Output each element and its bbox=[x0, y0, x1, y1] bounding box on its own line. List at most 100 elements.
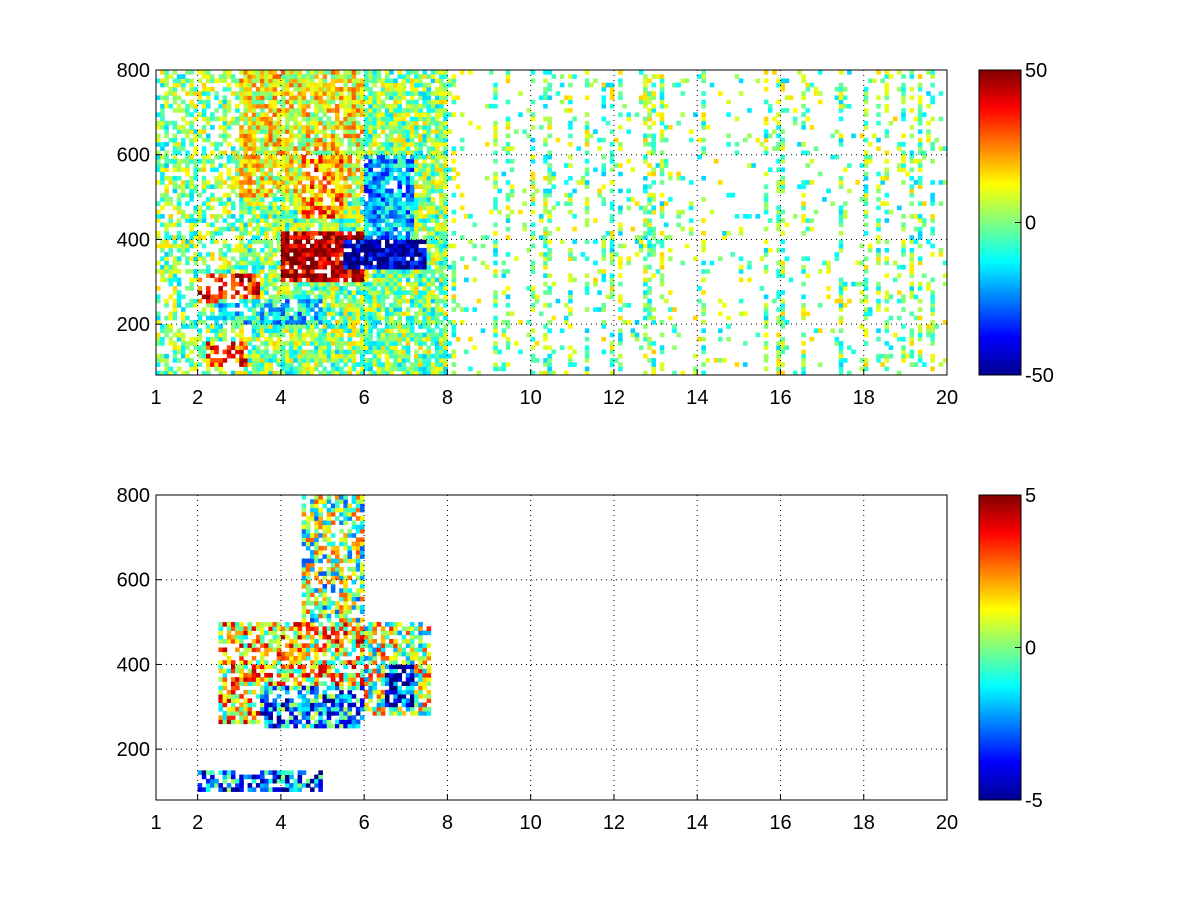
heatmap-cell bbox=[293, 341, 298, 346]
heatmap-cell bbox=[443, 184, 448, 190]
heatmap-cell bbox=[439, 239, 444, 245]
heatmap-cell bbox=[409, 99, 415, 105]
heatmap-cell bbox=[434, 226, 440, 232]
heatmap-cell bbox=[330, 158, 336, 164]
heatmap-cell bbox=[455, 184, 461, 190]
heatmap-cell bbox=[268, 273, 273, 278]
heatmap-cell bbox=[468, 336, 473, 342]
heatmap-cell bbox=[251, 235, 257, 240]
heatmap-cell bbox=[426, 298, 432, 304]
heatmap-cell bbox=[368, 256, 373, 262]
heatmap-cell bbox=[193, 345, 199, 350]
heatmap-cell bbox=[264, 112, 269, 117]
heatmap-cell bbox=[335, 142, 340, 147]
heatmap-cell bbox=[609, 201, 615, 206]
heatmap-cell bbox=[280, 214, 286, 219]
heatmap-cell bbox=[318, 154, 323, 160]
heatmap-cell bbox=[401, 345, 407, 350]
heatmap-cell bbox=[705, 125, 711, 130]
heatmap-cell bbox=[409, 332, 415, 338]
heatmap-cell bbox=[280, 218, 286, 223]
heatmap-cell bbox=[322, 120, 328, 126]
heatmap-cell bbox=[293, 370, 298, 375]
heatmap-cell bbox=[618, 205, 623, 211]
heatmap-cell bbox=[247, 230, 253, 236]
heatmap-cell bbox=[239, 332, 244, 338]
heatmap-cell bbox=[609, 82, 615, 88]
heatmap-cell bbox=[376, 235, 382, 240]
heatmap-cell bbox=[260, 286, 265, 291]
heatmap-cell bbox=[176, 125, 182, 130]
heatmap-cell bbox=[172, 235, 178, 240]
heatmap-cell bbox=[272, 230, 278, 236]
heatmap-cell bbox=[434, 218, 440, 223]
heatmap-cell bbox=[235, 315, 240, 321]
heatmap-cell bbox=[239, 281, 244, 287]
heatmap-cell bbox=[280, 112, 286, 117]
heatmap-cell bbox=[268, 171, 273, 177]
heatmap-cell bbox=[276, 332, 282, 338]
heatmap-cell bbox=[389, 108, 394, 113]
heatmap-cell bbox=[426, 74, 432, 79]
heatmap-cell bbox=[618, 243, 623, 249]
heatmap-cell bbox=[763, 116, 769, 122]
heatmap-cell bbox=[776, 332, 781, 338]
heatmap-cell bbox=[156, 133, 161, 139]
heatmap-cell bbox=[347, 349, 353, 355]
heatmap-cell bbox=[763, 315, 769, 321]
heatmap-cell bbox=[643, 86, 648, 92]
heatmap-cell bbox=[326, 158, 332, 164]
heatmap-cell bbox=[255, 294, 261, 300]
heatmap-cell bbox=[276, 125, 282, 130]
heatmap-cell bbox=[763, 226, 769, 232]
heatmap-cell bbox=[251, 328, 257, 334]
heatmap-cell bbox=[405, 150, 411, 156]
heatmap-cell bbox=[201, 294, 207, 300]
heatmap-cell bbox=[343, 235, 348, 240]
heatmap-cell bbox=[426, 184, 432, 190]
heatmap-cell bbox=[322, 99, 328, 105]
heatmap-cell bbox=[647, 218, 652, 223]
heatmap-cell bbox=[343, 264, 348, 270]
heatmap-cell bbox=[439, 163, 444, 168]
heatmap-cell bbox=[359, 218, 365, 223]
heatmap-cell bbox=[713, 158, 719, 164]
heatmap-cell bbox=[285, 319, 290, 325]
heatmap-cell bbox=[176, 142, 182, 147]
heatmap-cell bbox=[335, 277, 340, 283]
heatmap-cell bbox=[247, 286, 253, 291]
heatmap-cell bbox=[393, 307, 398, 312]
heatmap-cell bbox=[563, 95, 569, 101]
heatmap-cell bbox=[422, 70, 427, 75]
heatmap-cell bbox=[609, 167, 615, 173]
heatmap-cell bbox=[297, 311, 303, 317]
heatmap-cell bbox=[555, 201, 561, 206]
heatmap-cell bbox=[164, 133, 169, 139]
heatmap-cell bbox=[372, 150, 378, 156]
heatmap-cell bbox=[434, 171, 440, 177]
heatmap-cell bbox=[355, 370, 361, 375]
heatmap-cell bbox=[418, 319, 423, 325]
heatmap-cell bbox=[805, 311, 811, 317]
heatmap-cell bbox=[172, 277, 178, 283]
heatmap-cell bbox=[318, 298, 323, 304]
heatmap-cell bbox=[384, 192, 390, 198]
heatmap-cell bbox=[180, 315, 186, 321]
heatmap-cell bbox=[239, 324, 244, 329]
heatmap-cell bbox=[643, 230, 648, 236]
heatmap-cell bbox=[555, 91, 561, 96]
heatmap-cell bbox=[218, 133, 224, 139]
heatmap-cell bbox=[180, 209, 186, 215]
heatmap-cell bbox=[301, 260, 307, 266]
heatmap-cell bbox=[189, 218, 194, 223]
heatmap-cell bbox=[559, 82, 565, 88]
heatmap-cell bbox=[205, 222, 211, 228]
heatmap-cell bbox=[434, 269, 440, 274]
heatmap-cell bbox=[409, 209, 415, 215]
heatmap-cell bbox=[730, 252, 736, 257]
heatmap-cell bbox=[543, 252, 548, 257]
heatmap-cell bbox=[464, 307, 469, 312]
heatmap-cell bbox=[322, 226, 328, 232]
heatmap-cell bbox=[584, 286, 590, 291]
heatmap-cell bbox=[351, 247, 357, 253]
